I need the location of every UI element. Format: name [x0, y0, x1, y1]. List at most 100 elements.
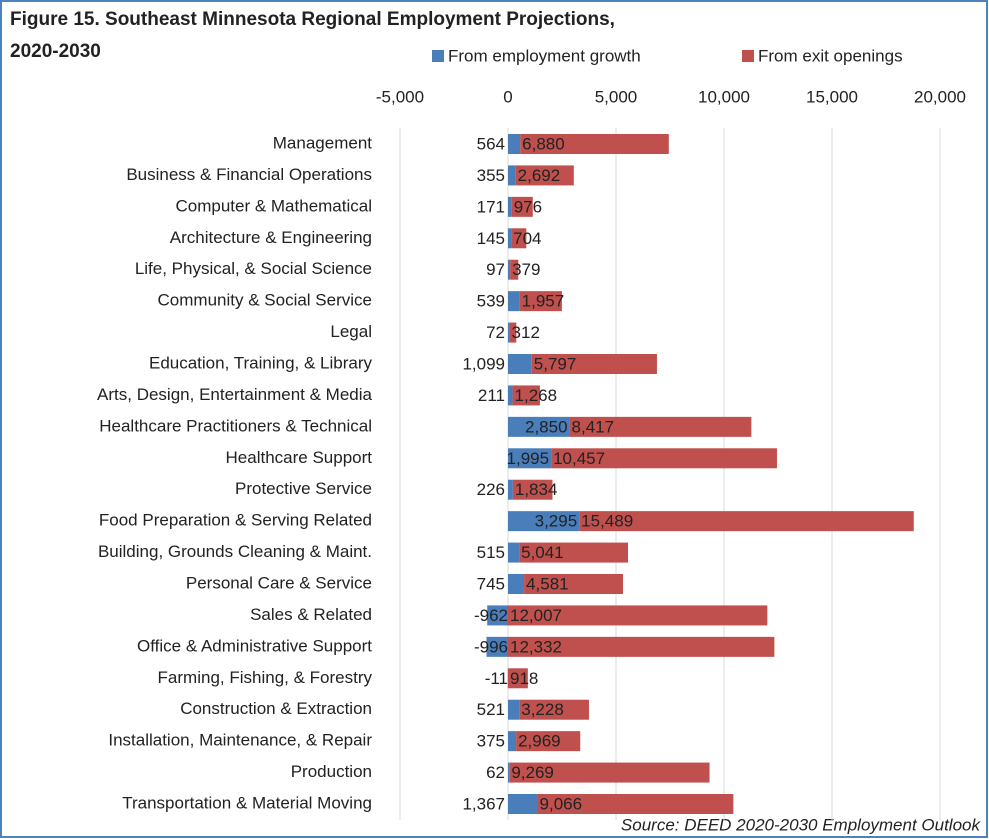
- value-label: 15,489: [581, 512, 633, 531]
- bar: [508, 448, 552, 469]
- value-label: 1,995: [507, 449, 550, 468]
- bar: [512, 479, 553, 500]
- bar: [508, 259, 511, 280]
- bar: [487, 605, 508, 626]
- bar: [520, 134, 669, 154]
- value-label: 2,850: [525, 417, 568, 436]
- y-tick-label: Business & Financial Operations: [126, 165, 372, 184]
- bar: [508, 731, 517, 752]
- bar: [519, 542, 629, 563]
- value-label: 4,581: [526, 574, 569, 593]
- y-tick-label: Production: [291, 762, 372, 781]
- y-tick-label: Office & Administrative Support: [137, 636, 372, 655]
- source: Source: DEED 2020-2030 Employment Outloo…: [621, 815, 982, 834]
- bar: [531, 354, 657, 374]
- y-tick-label: Personal Care & Service: [186, 573, 372, 592]
- y-tick-label: Construction & Extraction: [180, 699, 372, 718]
- y-tick-label: Healthcare Support: [226, 448, 373, 467]
- bar: [512, 385, 540, 406]
- value-label: 6,880: [522, 134, 565, 153]
- bar: [508, 762, 510, 783]
- bar: [508, 354, 532, 374]
- value-label: 976: [514, 197, 542, 216]
- x-tick-label: 20,000: [914, 87, 966, 106]
- value-label: 5,041: [521, 543, 564, 562]
- bar: [579, 511, 914, 532]
- value-label: 171: [477, 197, 505, 216]
- bar: [508, 165, 516, 186]
- bar: [508, 291, 520, 312]
- y-tick-label: Food Preparation & Serving Related: [99, 511, 372, 530]
- bar: [510, 259, 519, 280]
- y-tick-label: Computer & Mathematical: [175, 196, 372, 215]
- y-tick-label: Sales & Related: [250, 605, 372, 624]
- value-label: 1,957: [522, 292, 565, 311]
- x-tick-label: -5,000: [376, 87, 424, 106]
- bar: [508, 228, 512, 249]
- bar: [516, 731, 581, 752]
- bar: [508, 699, 520, 720]
- bar: [511, 228, 527, 249]
- y-tick-label: Management: [273, 133, 373, 152]
- value-label: 10,457: [553, 449, 605, 468]
- y-tick-label: Legal: [330, 322, 372, 341]
- value-label: 539: [477, 292, 505, 311]
- bar: [519, 291, 562, 312]
- bar: [486, 636, 508, 657]
- y-tick-label: Community & Social Service: [158, 291, 372, 310]
- value-label: 1,099: [462, 354, 505, 373]
- value-label: -11: [485, 669, 508, 688]
- bar: [524, 574, 624, 594]
- bar: [508, 385, 513, 406]
- x-tick-label: 10,000: [698, 87, 750, 106]
- value-label: 704: [513, 229, 541, 248]
- bar: [508, 134, 521, 154]
- y-tick-label: Education, Training, & Library: [149, 353, 373, 372]
- value-label: 2,969: [518, 732, 561, 751]
- bar: [509, 322, 517, 343]
- bar: [508, 636, 775, 657]
- value-label: 5,797: [534, 354, 577, 373]
- bar: [508, 479, 513, 500]
- legend-label: From employment growth: [448, 46, 641, 65]
- bar: [508, 416, 570, 437]
- legend-swatch: [432, 50, 444, 62]
- value-label: 3,228: [521, 700, 564, 719]
- bar: [508, 196, 512, 217]
- value-label: 1,834: [515, 480, 558, 499]
- y-tick-label: Building, Grounds Cleaning & Maint.: [98, 542, 372, 561]
- value-label: 745: [477, 574, 505, 593]
- bar: [508, 794, 538, 814]
- bar: [551, 448, 777, 469]
- value-label: 9,066: [540, 794, 583, 813]
- chart-title: Figure 15. Southeast Minnesota Regional …: [10, 9, 615, 30]
- y-tick-label: Architecture & Engineering: [170, 228, 372, 247]
- chart-title: 2020-2030: [10, 41, 101, 62]
- value-label: 379: [512, 260, 540, 279]
- bar: [508, 668, 528, 689]
- value-label: 9,269: [511, 763, 554, 782]
- value-label: 226: [477, 480, 505, 499]
- y-tick-label: Transportation & Material Moving: [122, 793, 372, 812]
- value-label: 97: [486, 260, 505, 279]
- y-tick-label: Farming, Fishing, & Forestry: [158, 668, 373, 687]
- bar: [508, 605, 768, 626]
- value-label: 211: [478, 386, 505, 405]
- bar: [515, 165, 574, 186]
- value-label: 515: [477, 543, 505, 562]
- legend-label: From exit openings: [758, 46, 903, 65]
- value-label: 12,332: [510, 637, 562, 656]
- value-label: 375: [477, 732, 505, 751]
- value-label: -996: [474, 637, 508, 656]
- y-tick-label: Protective Service: [235, 479, 372, 498]
- value-label: 2,692: [518, 166, 561, 185]
- x-tick-label: 15,000: [806, 87, 858, 106]
- y-tick-label: Installation, Maintenance, & Repair: [108, 731, 372, 750]
- y-tick-label: Healthcare Practitioners & Technical: [99, 416, 372, 435]
- value-label: 521: [477, 700, 505, 719]
- value-label: 312: [512, 323, 540, 342]
- value-label: 62: [486, 763, 505, 782]
- value-label: 8,417: [572, 417, 615, 436]
